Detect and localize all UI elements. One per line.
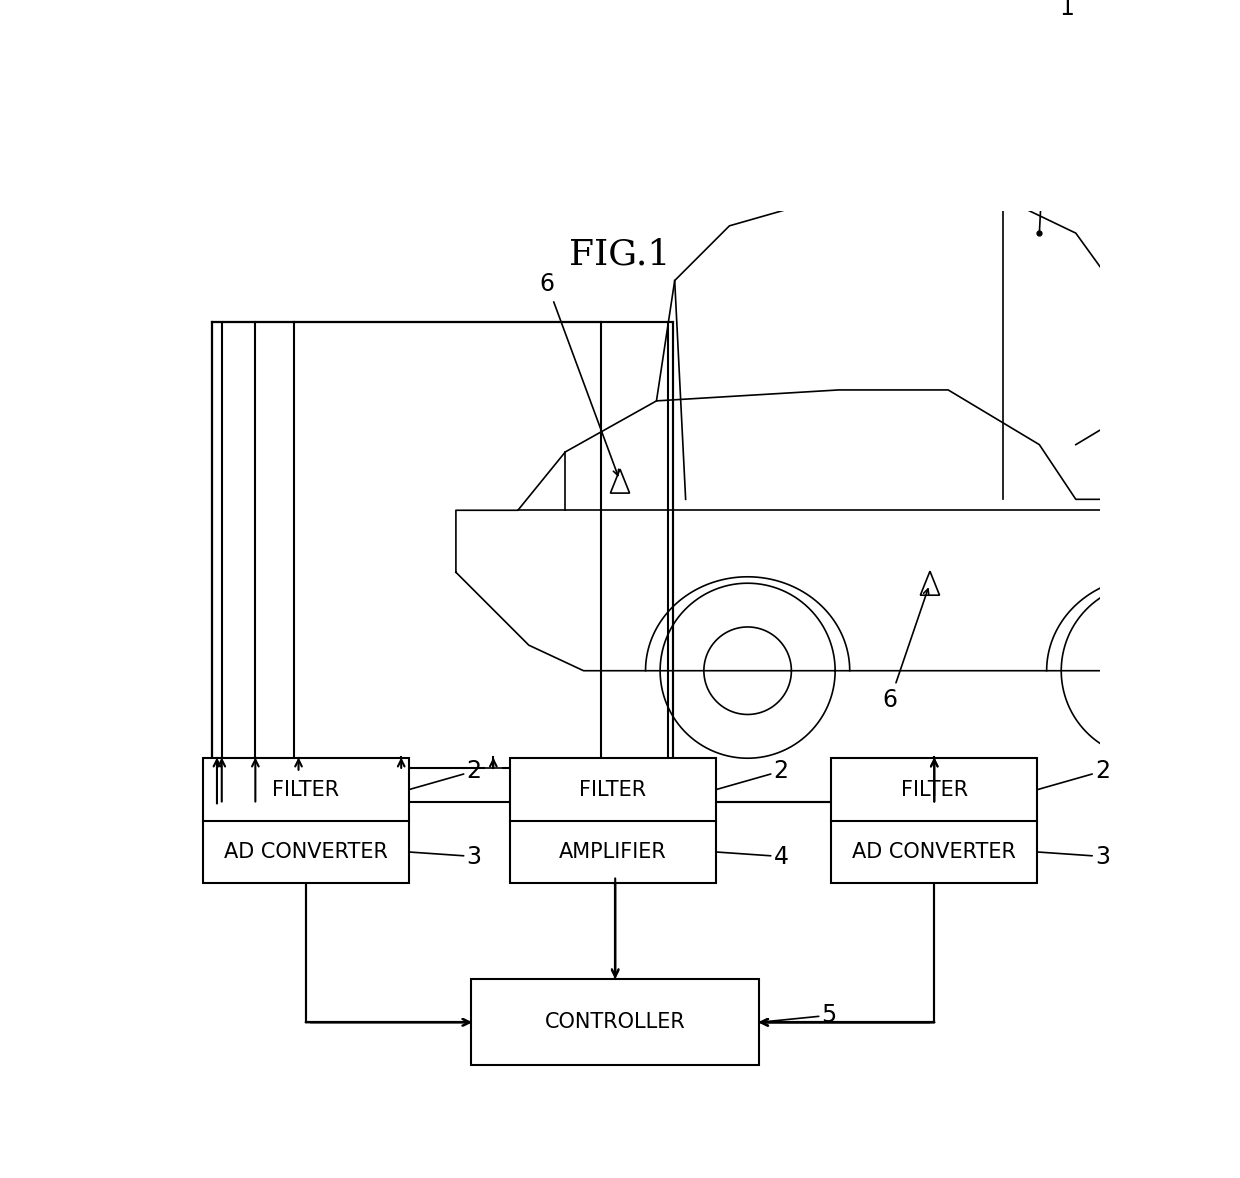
Text: AD CONVERTER: AD CONVERTER <box>852 842 1017 862</box>
Text: 4: 4 <box>715 845 789 868</box>
Polygon shape <box>610 469 630 494</box>
Text: 1: 1 <box>1060 0 1075 20</box>
Bar <box>212 322 673 801</box>
Text: AMPLIFIER: AMPLIFIER <box>559 842 667 862</box>
Bar <box>510 759 715 884</box>
Text: 2: 2 <box>409 759 481 789</box>
Text: 6: 6 <box>539 272 619 476</box>
Text: 5: 5 <box>759 1004 837 1027</box>
Text: FILTER: FILTER <box>272 780 340 800</box>
Text: FILTER: FILTER <box>579 780 646 800</box>
Bar <box>294 322 601 768</box>
Text: 6: 6 <box>883 589 929 713</box>
Text: FIG.1: FIG.1 <box>569 238 671 272</box>
Polygon shape <box>920 571 940 595</box>
Bar <box>831 759 1038 884</box>
Text: CONTROLLER: CONTROLLER <box>544 1012 686 1032</box>
Bar <box>471 979 759 1065</box>
Text: FILTER: FILTER <box>900 780 968 800</box>
Text: AD CONVERTER: AD CONVERTER <box>223 842 388 862</box>
Text: 3: 3 <box>1038 845 1110 868</box>
Bar <box>202 759 409 884</box>
Text: 2: 2 <box>715 759 789 789</box>
Text: 3: 3 <box>409 845 481 868</box>
Text: 2: 2 <box>1038 759 1110 789</box>
